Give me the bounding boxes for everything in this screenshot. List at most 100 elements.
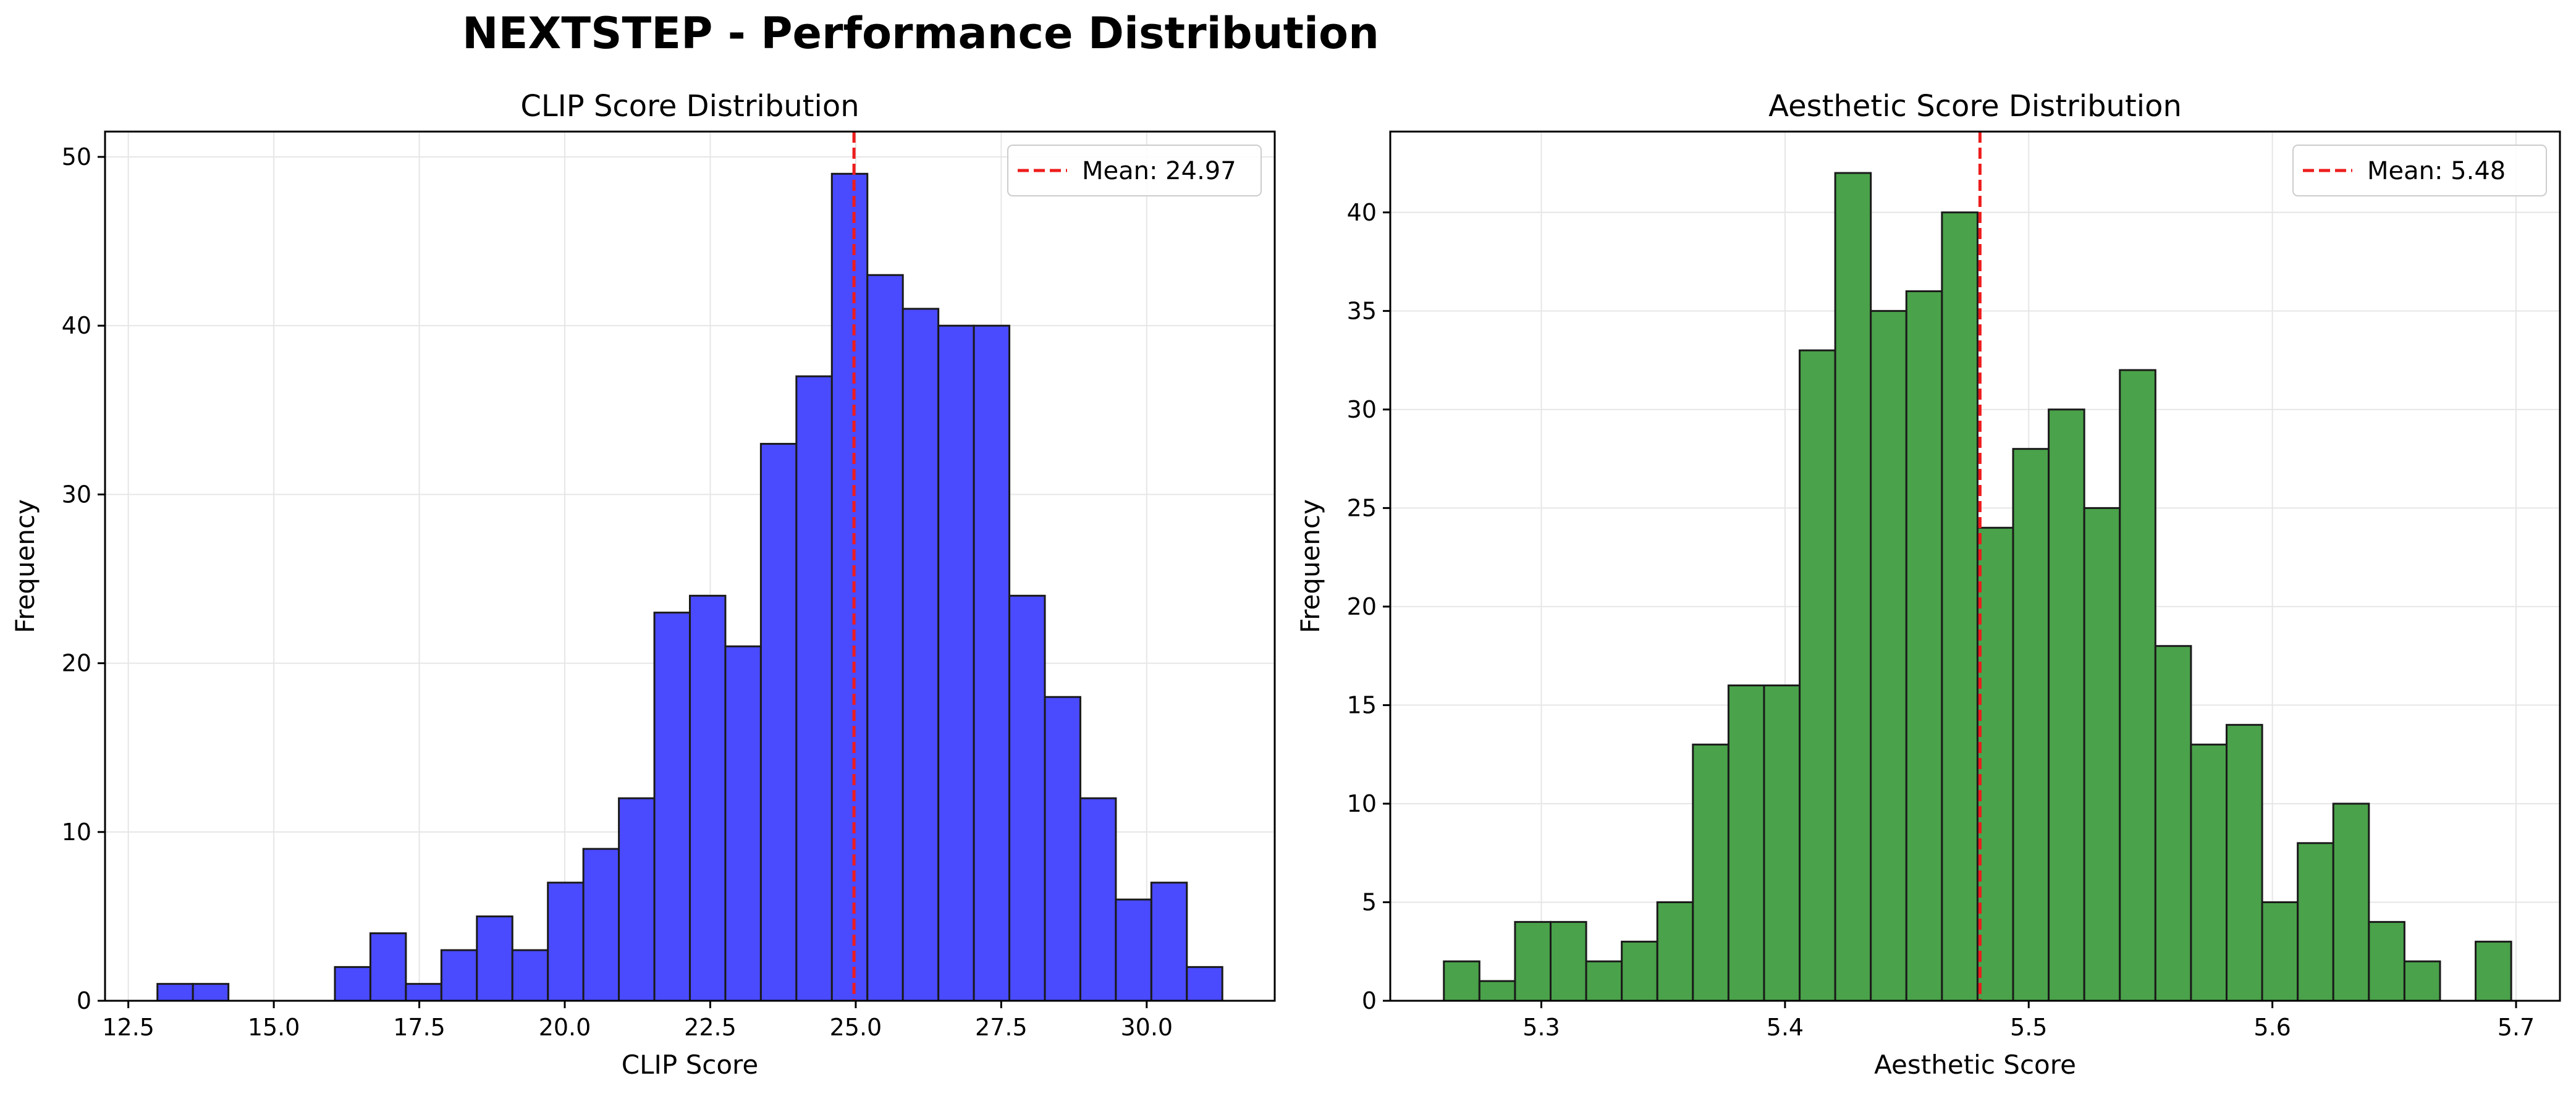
histogram-bar [2403,960,2441,1002]
histogram-bar [618,797,656,1002]
histogram-bar [1008,594,1046,1002]
histogram-bar [1621,940,1658,1002]
y-tick-label: 10 [62,819,91,846]
histogram-bar [795,375,833,1002]
figure-title: NEXTSTEP - Performance Distribution [462,8,1379,59]
histogram-bar [759,442,798,1002]
axes-frame [104,130,1276,1002]
histogram-bar [369,932,407,1002]
legend: Mean: 5.48 [2292,145,2547,196]
y-tick-label: 30 [62,481,91,508]
x-axis-label: Aesthetic Score [1874,1050,2076,1080]
histogram-bar [2297,842,2334,1002]
histogram-bar [2119,369,2156,1002]
chart-title: Aesthetic Score Distribution [1768,89,2182,124]
y-tick-label: 0 [1362,987,1377,1014]
x-axis-label: CLIP Score [622,1050,758,1080]
histogram-bar [1656,901,1694,1002]
y-tick-label: 35 [1347,297,1377,324]
histogram-bar [902,308,940,1002]
histogram-bar [1115,898,1152,1002]
histogram-bar [582,848,620,1002]
x-tick-label: 12.5 [102,1014,154,1041]
y-tick-label: 40 [62,312,91,339]
histogram-bar [440,949,478,1002]
histogram-bar [689,594,727,1002]
histogram-bar [405,983,442,1002]
chart-title: CLIP Score Distribution [520,89,859,124]
histogram-bar [1044,696,1081,1002]
histogram-bar [2261,901,2299,1002]
legend-label: Mean: 5.48 [2367,157,2506,185]
histogram-bar [1478,980,1516,1002]
x-tick-label: 5.5 [2010,1014,2047,1041]
histogram-bar [1905,290,1943,1002]
histogram-bar [1834,172,1872,1002]
x-tick-label: 20.0 [539,1014,591,1041]
y-axis-label: Frequency [1295,499,1325,633]
histogram-bar [2190,743,2228,1002]
x-tick-label: 5.6 [2253,1014,2291,1041]
histogram-bar [1692,743,1729,1002]
x-tick-label: 5.7 [2498,1014,2535,1041]
y-tick-label: 10 [1347,790,1377,817]
histogram-bar [476,915,513,1002]
histogram-bar [724,645,762,1002]
histogram-bar [1186,966,1223,1002]
histogram-bar [192,983,230,1002]
histogram-bar [1549,920,1587,1002]
histogram-bar [334,966,371,1002]
y-tick-label: 20 [62,650,91,677]
x-tick-label: 22.5 [684,1014,737,1041]
histogram-bar [973,324,1011,1002]
histogram-bar [511,949,549,1002]
histogram-bar [156,983,194,1002]
histogram-bar [547,882,585,1002]
histogram-bar [1763,684,1801,1002]
histogram-bar [2332,802,2370,1002]
aesthetic-score-chart: 5.3 5.4 5.5 5.6 5.7 0 5 10 15 20 25 30 35 40 Aesthetic… [1295,89,2561,1080]
histogram-bar [2368,920,2405,1002]
histogram-bar [830,172,869,1002]
histogram-bar [1727,684,1765,1002]
x-tick-label: 5.4 [1767,1014,1804,1041]
x-tick-label: 30.0 [1121,1014,1173,1041]
legend: Mean: 24.97 [1007,145,1262,196]
y-tick-label: 0 [77,987,91,1014]
x-tick-label: 25.0 [830,1014,882,1041]
y-axis-label: Frequency [10,499,40,633]
histogram-bar [1585,960,1623,1002]
histogram-bar [1799,349,1836,1002]
y-tick-label: 15 [1347,691,1377,718]
histogram-bar [2225,723,2263,1002]
histogram-bar [1870,309,1907,1002]
axes-frame [1389,130,2561,1002]
histogram-bar [1079,797,1117,1002]
x-tick-label: 5.3 [1522,1014,1560,1041]
histogram-bar [1150,882,1188,1002]
y-tick-label: 25 [1347,494,1377,521]
y-tick-label: 20 [1347,593,1377,620]
x-tick-label: 27.5 [975,1014,1028,1041]
legend-label: Mean: 24.97 [1082,157,1236,185]
legend-box [2292,145,2547,196]
histogram-bar [1941,211,1978,1002]
y-tick-label: 30 [1347,396,1377,423]
y-tick-label: 5 [1362,888,1377,916]
histogram-bar [866,274,904,1002]
histogram-bar [653,612,691,1002]
x-tick-label: 17.5 [393,1014,446,1041]
histogram-bar [2083,507,2121,1002]
histogram-bar [1514,920,1552,1002]
histogram-bar [1976,526,2014,1002]
histogram-bar [2012,448,2050,1002]
histogram-bar [2475,940,2512,1002]
histogram-bar [2154,645,2192,1002]
legend-box [1007,145,1262,196]
histogram-bar [937,324,975,1002]
clip-score-chart: 12.5 15.0 17.5 20.0 22.5 25.0 27.5 30.0 0 10 20 30 4… [10,89,1276,1080]
histogram-bar [1443,960,1480,1002]
x-tick-label: 15.0 [248,1014,300,1041]
y-tick-label: 40 [1347,199,1377,226]
